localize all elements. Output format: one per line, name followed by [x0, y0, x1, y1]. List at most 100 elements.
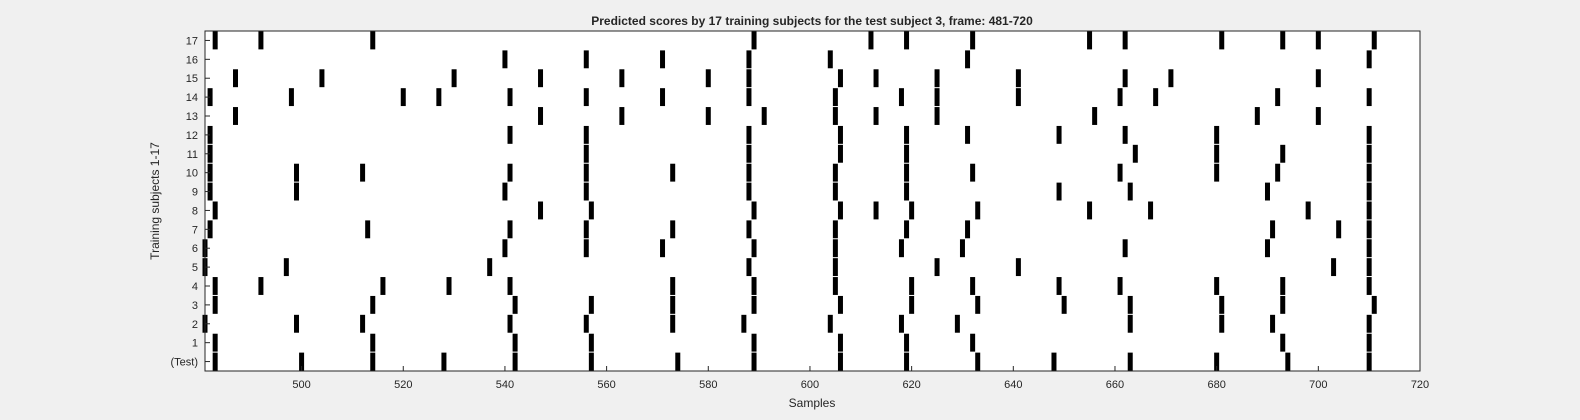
- spike-mark: [1280, 144, 1286, 163]
- spike-mark: [660, 50, 666, 69]
- spike-mark: [1015, 69, 1021, 88]
- spike-mark: [207, 220, 213, 239]
- spike-mark: [660, 239, 666, 258]
- spike-mark: [832, 258, 838, 277]
- y-axis-label: Training subjects 1-17: [148, 142, 162, 260]
- y-tick-label: 16: [186, 54, 198, 66]
- spike-mark: [1132, 144, 1138, 163]
- spike-mark: [904, 220, 910, 239]
- spike-mark: [294, 314, 300, 333]
- spike-mark: [583, 50, 589, 69]
- spike-mark: [837, 333, 843, 352]
- spike-mark: [751, 277, 757, 295]
- spike-mark: [670, 163, 676, 182]
- spike-mark: [1366, 88, 1372, 107]
- spike-mark: [832, 239, 838, 258]
- spike-mark: [898, 88, 904, 107]
- spike-mark: [502, 50, 508, 69]
- y-tick-label: 15: [186, 73, 198, 85]
- spike-mark: [751, 239, 757, 258]
- spike-mark: [538, 107, 544, 125]
- spike-mark: [1280, 31, 1286, 50]
- spike-mark: [512, 352, 518, 371]
- spike-mark: [873, 201, 879, 220]
- spike-mark: [746, 163, 752, 182]
- plot-frame: [204, 30, 1421, 372]
- spike-mark: [670, 220, 676, 239]
- spike-mark: [746, 144, 752, 163]
- spike-mark: [909, 277, 915, 295]
- spike-mark: [1371, 295, 1377, 314]
- spike-mark: [1117, 163, 1123, 182]
- spike-mark: [512, 295, 518, 314]
- spike-mark: [975, 295, 981, 314]
- spike-mark: [538, 201, 544, 220]
- spike-mark: [970, 163, 976, 182]
- spike-mark: [837, 352, 843, 371]
- spike-mark: [294, 163, 300, 182]
- spike-mark: [400, 88, 406, 107]
- y-tick-label: 9: [192, 187, 198, 199]
- spike-mark: [288, 88, 294, 107]
- spike-mark: [1366, 125, 1372, 144]
- spike-mark: [1219, 31, 1225, 50]
- spike-mark: [538, 69, 544, 88]
- spike-mark: [832, 220, 838, 239]
- spike-mark: [365, 220, 371, 239]
- spike-mark: [746, 125, 752, 144]
- spike-mark: [751, 295, 757, 314]
- spike-mark: [1122, 125, 1128, 144]
- spike-mark: [904, 182, 910, 201]
- spike-mark: [507, 314, 513, 333]
- spike-mark: [1122, 239, 1128, 258]
- spike-mark: [1117, 277, 1123, 295]
- spike-mark: [965, 125, 971, 144]
- spike-mark: [1051, 352, 1057, 371]
- spike-mark: [207, 125, 213, 144]
- x-tick-label: 560: [597, 379, 615, 391]
- chart-title: Predicted scores by 17 training subjects…: [591, 14, 1033, 28]
- spike-mark: [670, 277, 676, 295]
- spike-mark: [507, 277, 513, 295]
- spike-mark: [1280, 295, 1286, 314]
- spike-mark: [934, 88, 940, 107]
- spike-mark: [1127, 295, 1133, 314]
- spike-mark: [868, 31, 874, 50]
- spike-mark: [746, 258, 752, 277]
- spike-mark: [837, 201, 843, 220]
- y-tick-label: 10: [186, 168, 198, 180]
- y-tick-label: 11: [187, 149, 198, 161]
- spike-mark: [258, 277, 264, 295]
- spike-mark: [1122, 69, 1128, 88]
- spike-mark: [959, 239, 965, 258]
- spike-mark: [1305, 201, 1311, 220]
- spike-mark: [975, 352, 981, 371]
- spike-mark: [832, 277, 838, 295]
- y-tick-label: 5: [192, 262, 198, 274]
- spike-mark: [451, 69, 457, 88]
- spike-mark: [751, 352, 757, 371]
- spike-mark: [1331, 258, 1337, 277]
- spike-mark: [1214, 352, 1220, 371]
- y-tick-label: 4: [192, 281, 198, 293]
- spike-mark: [283, 258, 289, 277]
- spike-mark: [705, 69, 711, 88]
- spike-mark: [934, 258, 940, 277]
- spike-mark: [1264, 239, 1270, 258]
- spike-mark: [1280, 333, 1286, 352]
- spike-mark: [619, 69, 625, 88]
- spike-mark: [583, 144, 589, 163]
- spike-mark: [660, 88, 666, 107]
- spike-mark: [873, 69, 879, 88]
- spike-mark: [746, 50, 752, 69]
- spike-mark: [1270, 314, 1276, 333]
- spike-mark: [832, 107, 838, 125]
- spike-mark: [827, 314, 833, 333]
- x-tick-label: 680: [1207, 379, 1225, 391]
- spike-mark: [1315, 107, 1321, 125]
- spike-mark: [1127, 352, 1133, 371]
- spike-mark: [512, 333, 518, 352]
- spike-mark: [446, 277, 452, 295]
- spike-mark: [751, 201, 757, 220]
